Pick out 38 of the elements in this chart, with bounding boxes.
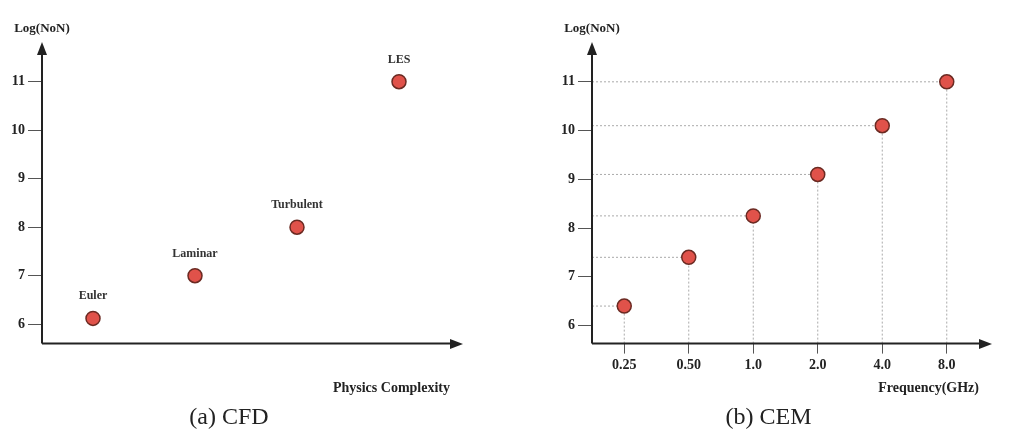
point: [289, 219, 305, 235]
y-tick-label: 9: [18, 170, 25, 186]
y-tick-label: 7: [568, 268, 575, 284]
y-tick-label: 10: [11, 121, 25, 137]
x-tick-label: 4.0: [873, 356, 891, 372]
annotation: Turbulent: [271, 197, 323, 212]
x-tick-label: 8.0: [938, 356, 956, 372]
y-axis-title: Log(NoN): [14, 19, 70, 35]
x-axis-title: Physics Complexity: [332, 380, 450, 396]
x-tick-label: 1.0: [744, 356, 762, 372]
y-tick-label: 6: [568, 317, 575, 333]
point: [745, 208, 761, 224]
annotation: Laminar: [172, 245, 219, 260]
x-tick-label: 0.25: [612, 356, 637, 372]
point: [616, 298, 632, 314]
y-axis-title: Log(NoN): [564, 19, 620, 35]
y-tick-label: 9: [568, 170, 575, 186]
point: [810, 166, 826, 183]
x-tick-label: 2.0: [809, 356, 827, 372]
point: [874, 117, 890, 134]
annotation: Euler: [78, 288, 108, 303]
y-tick-label: 8: [18, 218, 25, 234]
point: [939, 74, 955, 90]
y-tick-label: 11: [561, 73, 575, 89]
text: (a) CFD: [189, 402, 269, 429]
text: (b) CEM: [725, 402, 812, 429]
y-tick-label: 8: [568, 219, 575, 235]
y-tick-label: 7: [18, 267, 25, 283]
y-tick-label: 11: [11, 73, 25, 89]
x-tick-label: 0.50: [676, 356, 701, 372]
point: [681, 249, 697, 266]
point: [391, 73, 407, 90]
point: [85, 310, 101, 327]
y-tick-label: 10: [561, 122, 575, 138]
point: [187, 267, 203, 284]
x-axis-title: Frequency(GHz): [878, 380, 980, 397]
annotation: LES: [387, 51, 411, 66]
y-tick-label: 6: [18, 315, 25, 331]
